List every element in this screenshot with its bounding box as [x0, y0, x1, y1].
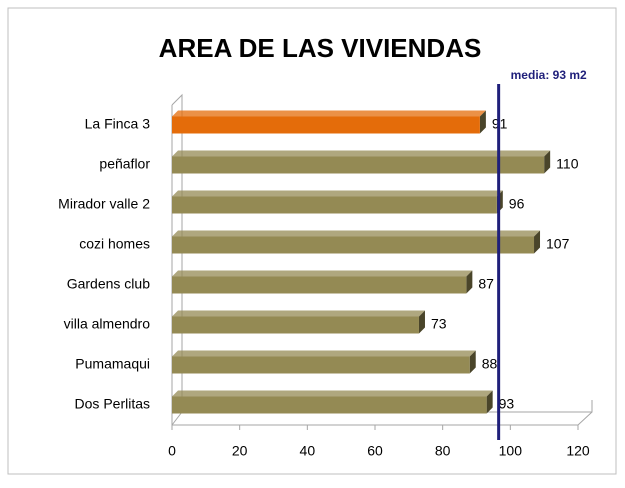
value-label: 110 [556, 156, 579, 172]
x-tick-label: 60 [367, 443, 383, 459]
x-tick-label: 20 [232, 443, 248, 459]
bar-face [469, 350, 476, 374]
value-label: 87 [478, 276, 494, 292]
category-label: peñaflor [99, 156, 150, 172]
value-label: 96 [509, 196, 525, 212]
bar-face [172, 236, 535, 254]
bar-face [172, 116, 480, 134]
bar [172, 110, 486, 134]
bar-face [172, 316, 419, 334]
x-tick-label: 0 [168, 443, 176, 459]
bar-face [172, 156, 545, 174]
bar [172, 390, 493, 414]
bar-face [466, 270, 473, 294]
bar [172, 350, 476, 374]
value-label: 88 [482, 356, 498, 372]
bar-face [172, 390, 493, 397]
bar-face [418, 310, 425, 334]
x-tick-label: 40 [300, 443, 316, 459]
bar-face [172, 350, 476, 357]
bar [172, 230, 541, 254]
bar-face [172, 270, 473, 277]
bar-face [172, 356, 470, 374]
bar-face [172, 276, 467, 294]
bar-face [172, 110, 486, 117]
value-label: 107 [546, 236, 570, 252]
category-label: Pumamaqui [75, 356, 150, 372]
chart-title: AREA DE LAS VIVIENDAS [159, 33, 482, 63]
bar-face [172, 190, 503, 197]
bar-face [172, 196, 497, 214]
bar [172, 150, 551, 174]
value-label: 93 [499, 396, 515, 412]
bar-face [534, 230, 541, 254]
category-label: cozi homes [79, 236, 150, 252]
category-label: La Finca 3 [85, 116, 151, 132]
bar-face [544, 150, 551, 174]
category-label: Dos Perlitas [75, 396, 150, 412]
bar-face [172, 230, 541, 237]
bar-face [172, 150, 551, 157]
category-label: villa almendro [64, 316, 151, 332]
bar-face [479, 110, 486, 134]
mean-label: media: 93 m2 [511, 68, 587, 82]
x-tick-label: 120 [566, 443, 590, 459]
bar-face [172, 310, 425, 317]
value-label: 73 [431, 316, 447, 332]
x-tick-label: 80 [435, 443, 451, 459]
x-tick-label: 100 [499, 443, 523, 459]
bar-face [172, 396, 487, 414]
bar-face [486, 390, 493, 414]
bar [172, 190, 503, 214]
category-label: Gardens club [67, 276, 150, 292]
bar [172, 270, 473, 294]
bar [172, 310, 425, 334]
category-label: Mirador valle 2 [58, 196, 150, 212]
